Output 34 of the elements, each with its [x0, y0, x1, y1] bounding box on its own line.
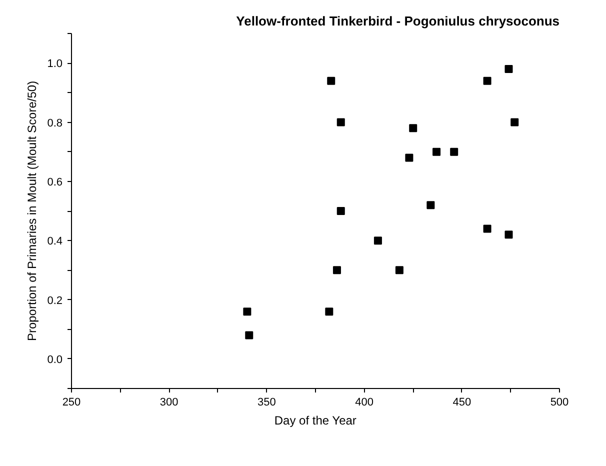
point	[432, 148, 441, 156]
point	[325, 308, 334, 316]
y-tick-label: 0.2	[47, 294, 63, 307]
y-tick-label: 1.0	[47, 58, 63, 70]
point	[450, 148, 458, 156]
point	[426, 201, 435, 210]
point	[409, 124, 418, 132]
x-tick-label: 350	[258, 396, 276, 408]
point	[483, 76, 492, 85]
point	[336, 207, 345, 215]
point	[374, 236, 382, 245]
y-tick-label: 0.0	[47, 354, 63, 366]
point	[405, 154, 414, 162]
y-tick-label: 0.4	[47, 236, 63, 248]
point	[243, 308, 252, 316]
point	[510, 118, 519, 126]
point	[483, 224, 492, 233]
x-tick-label: 450	[452, 396, 472, 408]
x-axis-title: Day of the Year	[274, 414, 356, 428]
y-tick-label: 0.8	[47, 117, 63, 130]
point	[327, 76, 336, 85]
x-tick-label: 400	[355, 396, 374, 408]
x-tick-label: 500	[550, 396, 569, 408]
chart-title: Yellow-fronted Tinkerbird - Pogoniulus chrysoconus	[236, 14, 560, 28]
point	[245, 331, 254, 340]
x-tick-label: 300	[160, 396, 178, 408]
point	[336, 118, 345, 126]
x-tick-label: 250	[62, 396, 81, 408]
point	[504, 65, 513, 73]
point	[504, 230, 513, 239]
y-axis-title: Proportion of Primaries in Moult (Moult Score/50)	[25, 80, 40, 342]
point	[332, 266, 341, 274]
y-tick-label: 0.6	[47, 176, 63, 188]
point	[395, 266, 404, 274]
